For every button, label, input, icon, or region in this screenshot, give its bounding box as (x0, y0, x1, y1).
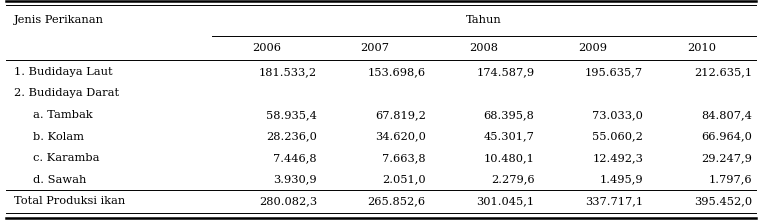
Text: 2.279,6: 2.279,6 (491, 175, 534, 185)
Text: 280.082,3: 280.082,3 (259, 196, 317, 206)
Text: a. Tambak: a. Tambak (33, 110, 92, 120)
Text: d. Sawah: d. Sawah (33, 175, 86, 185)
Text: 395.452,0: 395.452,0 (694, 196, 752, 206)
Text: Tahun: Tahun (466, 15, 501, 25)
Text: 1.797,6: 1.797,6 (709, 175, 752, 185)
Text: Jenis Perikanan: Jenis Perikanan (14, 15, 104, 25)
Text: 2.051,0: 2.051,0 (382, 175, 426, 185)
Text: 34.620,0: 34.620,0 (375, 132, 426, 141)
Text: 12.492,3: 12.492,3 (592, 153, 643, 163)
Text: 66.964,0: 66.964,0 (701, 132, 752, 141)
Text: 67.819,2: 67.819,2 (375, 110, 426, 120)
Text: 73.033,0: 73.033,0 (592, 110, 643, 120)
Text: 174.587,9: 174.587,9 (476, 67, 534, 77)
Text: 45.301,7: 45.301,7 (484, 132, 534, 141)
Text: 68.395,8: 68.395,8 (484, 110, 534, 120)
Text: 10.480,1: 10.480,1 (484, 153, 534, 163)
Text: 28.236,0: 28.236,0 (266, 132, 317, 141)
Text: 55.060,2: 55.060,2 (592, 132, 643, 141)
Text: b. Kolam: b. Kolam (33, 132, 84, 141)
Text: 84.807,4: 84.807,4 (701, 110, 752, 120)
Text: 195.635,7: 195.635,7 (585, 67, 643, 77)
Text: 212.635,1: 212.635,1 (694, 67, 752, 77)
Text: 2006: 2006 (251, 43, 280, 53)
Text: 337.717,1: 337.717,1 (585, 196, 643, 206)
Text: 153.698,6: 153.698,6 (367, 67, 426, 77)
Text: 58.935,4: 58.935,4 (266, 110, 317, 120)
Text: 2007: 2007 (360, 43, 389, 53)
Text: 181.533,2: 181.533,2 (259, 67, 317, 77)
Text: 7.446,8: 7.446,8 (274, 153, 317, 163)
Text: Total Produksi ikan: Total Produksi ikan (14, 196, 125, 206)
Text: 2. Budidaya Darat: 2. Budidaya Darat (14, 88, 119, 98)
Text: 1.495,9: 1.495,9 (600, 175, 643, 185)
Text: 3.930,9: 3.930,9 (274, 175, 317, 185)
Text: 2008: 2008 (469, 43, 498, 53)
Text: 2009: 2009 (578, 43, 607, 53)
Text: c. Karamba: c. Karamba (33, 153, 99, 163)
Text: 265.852,6: 265.852,6 (367, 196, 426, 206)
Text: 7.663,8: 7.663,8 (382, 153, 426, 163)
Text: 1. Budidaya Laut: 1. Budidaya Laut (14, 67, 112, 77)
Text: 2010: 2010 (687, 43, 716, 53)
Text: 301.045,1: 301.045,1 (476, 196, 534, 206)
Text: 29.247,9: 29.247,9 (701, 153, 752, 163)
